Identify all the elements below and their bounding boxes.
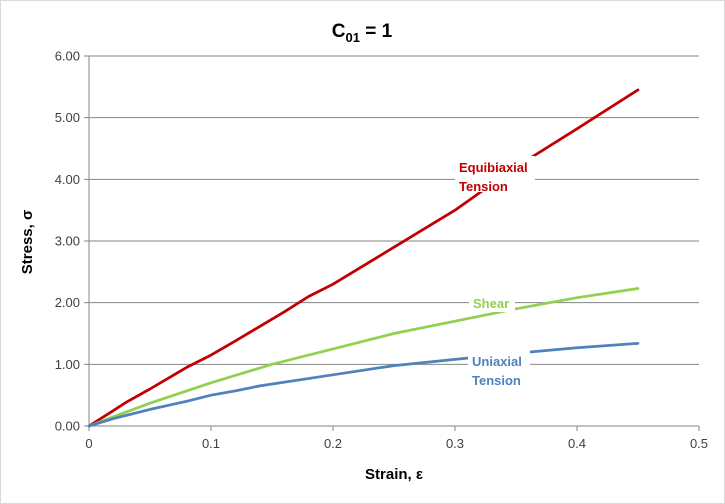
x-tick-label: 0.1	[202, 436, 220, 451]
x-tick-label: 0.4	[568, 436, 586, 451]
y-tick-label: 6.00	[55, 49, 80, 64]
series-line-shear	[87, 287, 640, 428]
y-tick-label: 2.00	[55, 295, 80, 310]
series-label-uniaxial-tension: Uniaxial Tension	[472, 354, 522, 388]
series-label-bg-equibiaxial-tension	[455, 156, 535, 192]
y-axis-title: Stress, σ	[19, 210, 36, 274]
y-tick-label: 0.00	[55, 419, 80, 434]
tick-labels: 0.00 1.00 2.00 3.00 4.00 5.00 6.00 0 0.1 0.2 0.3 0.…	[55, 49, 708, 452]
x-tick-label: 0	[85, 436, 92, 451]
gridlines	[89, 55, 699, 365]
series-label-shear: Shear	[473, 296, 509, 311]
series-line-equibiaxial-tension	[87, 88, 640, 428]
series-lines	[87, 88, 640, 428]
x-tick-label: 0.5	[690, 436, 708, 451]
series-label-bg-uniaxial-tension	[468, 350, 530, 386]
series-labels: Equibiaxial Tension Shear Uniaxial Tension	[455, 156, 535, 388]
y-tick-label: 4.00	[55, 172, 80, 187]
y-tick-label: 1.00	[55, 357, 80, 372]
x-tick-label: 0.2	[324, 436, 342, 451]
series-label-equibiaxial-tension: Equibiaxial Tension	[459, 160, 528, 194]
x-axis-title: Strain, ε	[365, 466, 423, 483]
series-line-uniaxial-tension	[87, 342, 640, 428]
series-label-bg-shear	[469, 292, 515, 312]
y-tick-label: 3.00	[55, 234, 80, 249]
chart-title: C01 = 1	[332, 21, 393, 45]
x-tick-label: 0.3	[446, 436, 464, 451]
axes	[84, 55, 700, 431]
y-tick-label: 5.00	[55, 110, 80, 125]
